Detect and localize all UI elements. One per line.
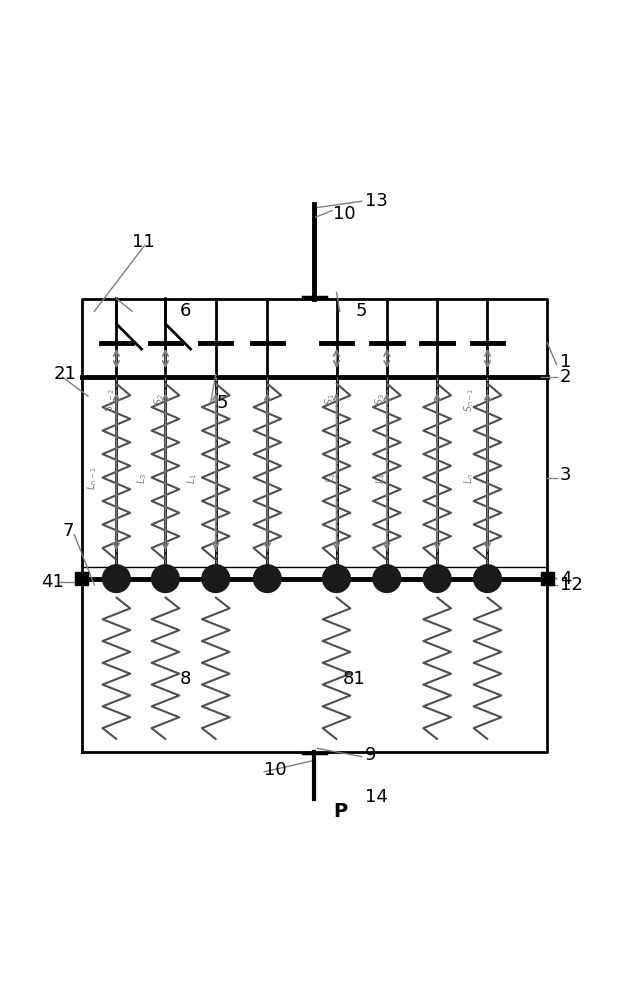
Circle shape (152, 565, 179, 592)
Text: $S_{2}$: $S_{2}$ (152, 393, 166, 405)
Circle shape (103, 565, 130, 592)
Text: 21: 21 (53, 365, 76, 383)
Text: $L_{1}$: $L_{1}$ (186, 472, 199, 484)
Text: 8: 8 (179, 670, 191, 688)
Circle shape (202, 565, 230, 592)
Circle shape (474, 565, 501, 592)
Text: 12: 12 (560, 576, 582, 594)
Text: $L_{{n-1}}$: $L_{{n-1}}$ (85, 466, 99, 490)
Text: $S_{{n-1}}$: $S_{{n-1}}$ (462, 387, 476, 412)
Circle shape (323, 565, 350, 592)
Text: $L_{n}$: $L_{n}$ (462, 472, 476, 484)
Text: 81: 81 (343, 670, 365, 688)
Text: 7: 7 (63, 522, 74, 540)
Text: 10: 10 (264, 761, 287, 779)
Text: 11: 11 (132, 233, 155, 251)
Text: $S_{3}$: $S_{3}$ (374, 393, 387, 405)
Text: 10: 10 (333, 205, 356, 223)
Text: 5: 5 (217, 394, 228, 412)
Text: 3: 3 (560, 466, 571, 484)
Text: $S_{1}$: $S_{1}$ (323, 393, 337, 405)
Text: 6: 6 (179, 302, 191, 320)
Text: 1: 1 (560, 353, 571, 371)
Text: 2: 2 (560, 368, 571, 386)
Bar (75, 572, 88, 585)
Text: $L_{3}$: $L_{3}$ (135, 472, 149, 484)
Circle shape (253, 565, 281, 592)
Circle shape (373, 565, 401, 592)
Text: 5: 5 (355, 302, 367, 320)
Text: $S_{{n-2}}$: $S_{{n-2}}$ (103, 387, 117, 412)
Text: P: P (333, 802, 347, 821)
Text: 14: 14 (365, 788, 387, 806)
Text: 4: 4 (560, 570, 571, 588)
Circle shape (423, 565, 451, 592)
Text: 13: 13 (365, 192, 387, 210)
Text: 41: 41 (41, 573, 64, 591)
Text: $L_{4}$: $L_{4}$ (374, 472, 388, 484)
Bar (541, 572, 554, 585)
Text: 9: 9 (365, 746, 376, 764)
Text: $L_{2}$: $L_{2}$ (324, 472, 338, 483)
